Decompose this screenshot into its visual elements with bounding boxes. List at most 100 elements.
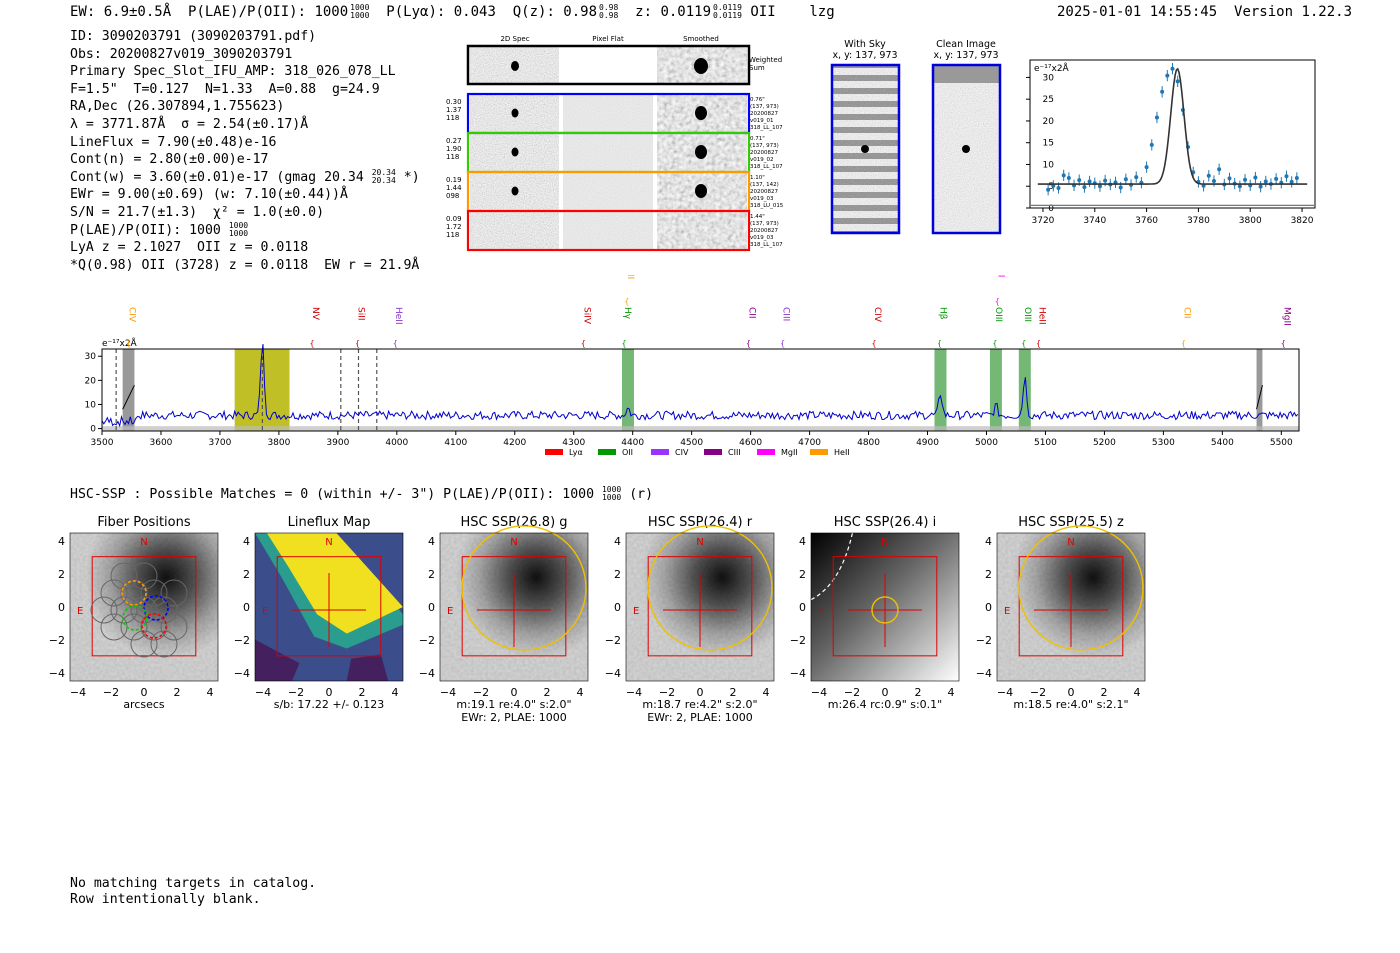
- hsc-panel: HSC SSP(26.4) r N E 4 2 0 −2 −4 −4 −2 0 2 4 m:18.7 re…: [605, 515, 775, 724]
- spec-ytick-label: 10: [85, 400, 97, 410]
- fit-ytick-label: 20: [1043, 117, 1055, 127]
- fit-xtick-label: 3800: [1239, 216, 1262, 226]
- hsc-north-label: N: [696, 537, 703, 548]
- cutout-row-left-label: 1.90: [446, 145, 462, 153]
- hsc-fiber-circle: [140, 579, 168, 607]
- info-params: F=1.5" T=0.127 N=1.33 A=0.88 g=24.9: [70, 81, 380, 97]
- fit-data-point: [1253, 175, 1258, 180]
- hsc-ytick-label: 2: [985, 568, 992, 581]
- spec-xtick-label: 4800: [857, 438, 880, 448]
- plae-value: P(LAE)/P(OII): 1000: [188, 4, 349, 20]
- hsc-xtick-label: 2: [915, 686, 922, 699]
- col-smoothed-label: Smoothed: [683, 35, 719, 43]
- hsc-fiber-circle: [150, 630, 178, 658]
- spec-xtick-label: 3600: [150, 438, 173, 448]
- hsc-aperture-box: [832, 556, 938, 657]
- spec-legend-swatch: [598, 449, 616, 455]
- full-spectrum-chart: 3500 3600 3700 3800 3900 4000 4100 4200 4300 4400…: [85, 275, 1300, 457]
- spec-legend-swatch: [810, 449, 828, 455]
- hsc-ytick-label: 4: [799, 535, 806, 548]
- cutout-row-right-label: 20200827: [750, 228, 778, 234]
- hsc-ytick-label: 4: [428, 535, 435, 548]
- hsc-summary: HSC-SSP : Possible Matches = 0 (within +…: [70, 485, 653, 503]
- ew-value: EW: 6.9±0.5Å: [70, 4, 172, 20]
- hsc-hi: 1000: [601, 485, 622, 494]
- spec-line-label: CIV: [872, 307, 882, 323]
- hsc-ytick-label: −2: [605, 634, 621, 647]
- hsc-xtick-label: −2: [473, 686, 489, 699]
- weighted-sum-label: Weighted: [749, 56, 782, 64]
- fit-data-point: [1274, 176, 1279, 181]
- spec-line-band: [934, 349, 947, 431]
- hsc-ytick-label: −2: [790, 634, 806, 647]
- cutout-row-left-label: 0.09: [446, 215, 462, 223]
- hsc-fiber-circle: [120, 613, 148, 641]
- fit-data-point: [1056, 185, 1061, 190]
- fit-data-point: [1123, 177, 1128, 182]
- hsc-xtick-label: 4: [948, 686, 955, 699]
- cutout-row-right-label: v019_01: [750, 118, 774, 124]
- hsc-caption-2: EWr: 2, PLAE: 1000: [461, 711, 567, 724]
- fit-data-point: [1237, 184, 1242, 189]
- hsc-caption: m:18.7 re:4.2" s:2.0": [642, 698, 757, 711]
- cutout-row-left-label: 118: [446, 231, 459, 239]
- spec-line-bracket: {: [1281, 339, 1286, 348]
- fit-data-point: [1165, 73, 1170, 78]
- hsc-ytick-label: −4: [234, 667, 250, 680]
- info-obs: Obs: 20200827v019_3090203791: [70, 46, 293, 62]
- spec-line-label: HeII: [393, 307, 403, 325]
- fit-data-point: [1175, 79, 1180, 84]
- hsc-panel: Lineflux Map N E 4 2 0 −2 −4 −4 −2 0 2 4 s/b: 17.22 +…: [234, 515, 404, 711]
- cutout-row-right-label: 1.44": [750, 214, 765, 220]
- spec-xtick-label: 5400: [1211, 438, 1234, 448]
- spec-flux-line: [101, 344, 1299, 428]
- spec-xtick-label: 4300: [562, 438, 585, 448]
- cutout-row-left-label: 0.19: [446, 176, 462, 184]
- fit-data-point: [1134, 175, 1139, 180]
- footer-notes: No matching targets in catalog. Row inte…: [70, 876, 316, 907]
- with-sky-image: [830, 63, 901, 235]
- fit-data-point: [1118, 185, 1123, 190]
- hsc-xtick-label: 4: [763, 686, 770, 699]
- hsc-ytick-label: 0: [985, 601, 992, 614]
- cutout-row-left-label: 0.30: [446, 98, 462, 106]
- hsc-north-label: N: [881, 537, 888, 548]
- cutout-row-right-label: (137, 973): [750, 143, 779, 149]
- hsc-north-label: N: [140, 537, 147, 548]
- spec-ytick-label: 0: [90, 425, 96, 435]
- z-hi: 0.0119: [713, 3, 742, 12]
- hsc-ellipse: [871, 596, 899, 624]
- hsc-xtick-label: 0: [511, 686, 518, 699]
- clean-title: Clean Image: [936, 39, 996, 50]
- spec-line-bracket: {: [746, 339, 751, 348]
- cutout-row-right-label: 1.10": [750, 175, 765, 181]
- fit-data-point: [1160, 89, 1165, 94]
- spec-masked-region: [1256, 349, 1263, 431]
- hsc-ytick-label: 4: [614, 535, 621, 548]
- fit-data-point: [1170, 66, 1175, 71]
- plae-hi: 1000: [350, 3, 370, 12]
- spec-line-bracket: {: [310, 339, 315, 348]
- info-best-z: *Q(0.98) OII (3728) z = 0.0118 EW r = 21…: [70, 257, 420, 273]
- hsc-ytick-label: −4: [790, 667, 806, 680]
- hsc-aperture-box: [1018, 556, 1124, 657]
- fit-data-point: [1097, 184, 1102, 189]
- hsc-panel-title: HSC SSP(26.4) i: [834, 515, 936, 530]
- hsc-ellipse: [461, 525, 587, 651]
- spec-legend-swatch: [704, 449, 722, 455]
- fit-ytick-label: 25: [1043, 95, 1054, 105]
- fit-ytick-label: 0: [1048, 204, 1054, 214]
- spec-legend-label: OII: [622, 448, 633, 457]
- cutout-row-right-label: 20200827: [750, 189, 778, 195]
- header-right: 2025-01-01 14:55:45 Version 1.22.3: [1057, 4, 1352, 20]
- hsc-ytick-label: −4: [605, 667, 621, 680]
- hsc-north-label: N: [325, 537, 332, 548]
- hsc-xtick-label: 2: [730, 686, 737, 699]
- fit-xtick-label: 3740: [1083, 216, 1106, 226]
- col-2dspec-label: 2D Spec: [500, 35, 529, 43]
- fit-data-point: [1154, 115, 1159, 120]
- spec-line-bracket: {: [581, 339, 586, 348]
- fit-data-point: [1289, 179, 1294, 184]
